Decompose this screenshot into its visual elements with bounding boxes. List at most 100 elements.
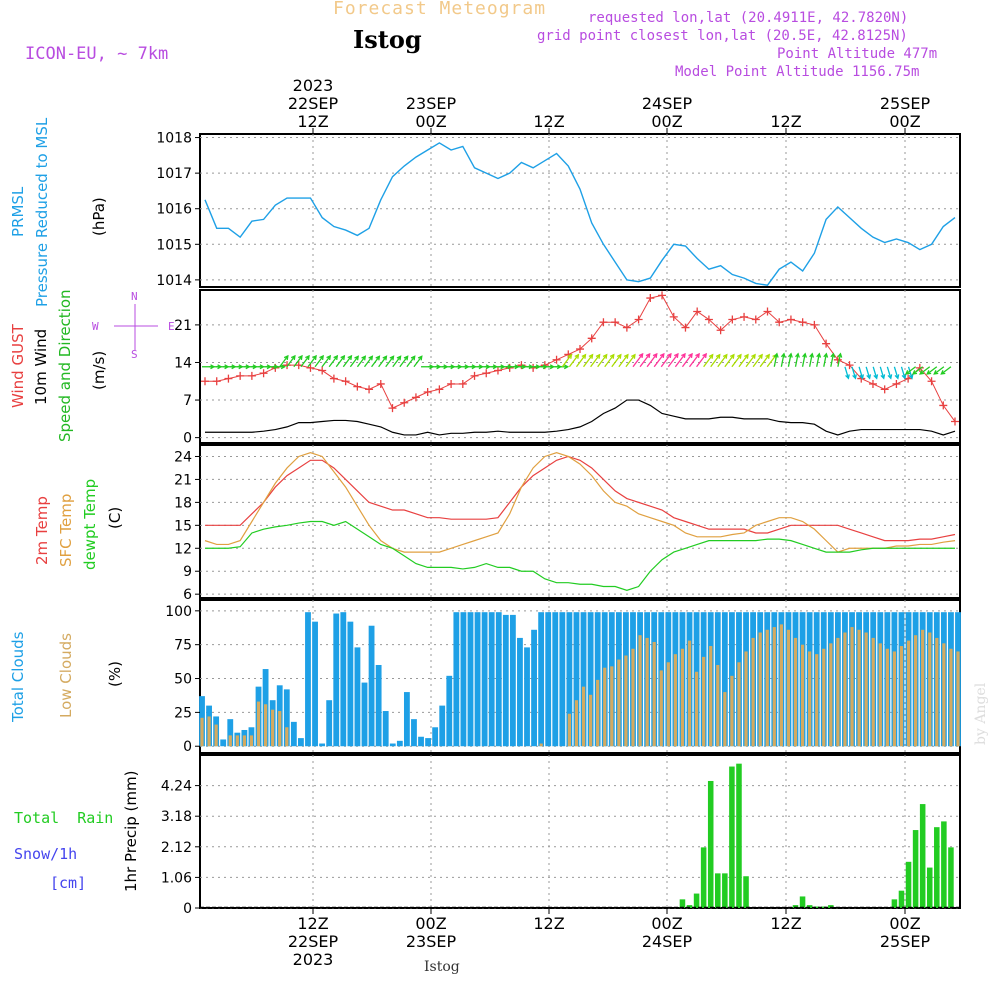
gust-point [411,393,420,402]
wind-direction-arrow [674,353,686,368]
model-point-altitude: Model Point Altitude 1156.75m [675,64,920,80]
low-clouds-bar [864,632,868,747]
low-clouds-bar [829,643,833,747]
pressure-panel-frame [199,133,961,288]
gust-point [622,323,631,332]
total-clouds-bar [587,612,594,747]
bottom-time-label-2-0: 12Z [533,914,564,933]
wind-direction-arrow [625,354,636,368]
wind-direction-arrow [279,355,289,368]
rain-bar [707,780,714,908]
data-layer [199,142,961,909]
total-clouds-bar [524,647,530,747]
bottom-time-label-0-1: 22SEP [288,932,339,951]
gust-point [423,388,432,396]
wind-direction-arrowhead [688,352,693,359]
wind-direction-arrowhead [802,352,807,358]
top-time-label-2-0: 12Z [533,112,564,131]
total-clouds-bar [368,625,375,747]
gust-point [669,312,678,321]
ytick-label-3-1: 25 [174,705,192,721]
rain-bar [919,804,926,908]
precip-snow-label: Snow/1h [14,845,78,863]
wind-direction-arrowhead [361,355,367,361]
grid-layer [200,134,960,909]
total-clouds-bar [312,621,318,747]
wind-direction-arrowhead [681,352,686,359]
total-clouds-bar [382,711,389,747]
gust-point [775,318,784,327]
total-clouds-bar [481,612,488,747]
gust-point [247,371,256,380]
total-clouds-bar [467,612,474,747]
wind-direction-arrowhead [765,353,770,359]
gust-point [693,307,702,316]
wind-direction-arrow [406,355,416,368]
total-clouds-bar [361,682,368,747]
wind-direction-arrow [780,353,785,367]
wind-direction-arrowhead [652,352,658,359]
wind-direction-arrowhead [736,353,742,359]
total-clouds-bar [333,613,340,747]
wind-direction-arrowhead [616,353,622,359]
total-clouds-bar [538,612,545,747]
gust-point [951,417,959,426]
gust-point [236,371,245,380]
temp-2m-line [205,455,956,542]
wind-direction-arrow [703,354,714,368]
wind-direction-arrow [632,353,644,368]
gust-point [470,371,479,380]
wind-direction-arrowhead [729,353,735,359]
clouds-unit: (%) [106,661,124,687]
pressure-unit: (hPa) [90,197,108,236]
wind-direction-arrow [879,366,885,379]
ytick-label-4-0: 0 [183,901,192,917]
low-clouds-bar [709,646,713,747]
low-clouds-bar [574,700,579,747]
ytick-label-1-3: 21 [174,318,192,334]
wind-direction-arrow [738,354,749,368]
low-clouds-bar [899,646,904,747]
wind-direction-arrow [568,354,579,368]
wind-direction-arrow [858,366,864,379]
wind-direction-arrowhead [417,355,423,361]
wind-direction-arrowhead [403,355,409,361]
low-clouds-bar [702,656,706,747]
total-clouds-bar [403,692,410,747]
wind-direction-arrow [413,355,423,368]
wind-direction-arrow [300,355,310,368]
bottom-time-label-4-0: 12Z [770,914,801,933]
gust-point [927,377,936,386]
ytick-label-2-0: 6 [183,587,192,603]
top-time-label-0-2: 12Z [297,112,328,131]
low-clouds-bar [603,667,607,747]
wind-direction-arrow [837,353,842,367]
low-clouds-bar [659,670,663,747]
total-clouds-bar [340,612,347,747]
temp-unit: (C) [106,507,124,529]
gust-point [763,307,772,316]
low-clouds-bar [822,648,826,747]
wind-direction-arrow [363,355,373,368]
bottom-time-label-5-1: 25SEP [880,932,931,951]
gust-point [329,374,338,383]
low-clouds-bar [949,648,953,747]
wind-direction-arrowhead [911,370,918,375]
wind-direction-arrow [378,355,387,368]
wind-direction-arrow [561,354,572,368]
gust-point [447,379,456,388]
gust-point [517,361,526,370]
gust-point [786,315,795,324]
wind-direction-arrowhead [894,374,900,380]
bottom-time-label-1-1: 23SEP [406,932,457,951]
wind-direction-arrow [893,366,899,379]
wind-direction-arrow [385,355,395,368]
clouds-low-label: Low Clouds [57,633,75,718]
wind-direction-arrow [933,366,945,375]
wind-direction-arrow [724,354,735,368]
wind-direction-arrowhead [873,374,879,380]
low-clouds-bar [779,624,783,747]
gust-point [587,334,596,343]
low-clouds-bar [914,635,918,747]
low-clouds-bar [871,637,875,747]
